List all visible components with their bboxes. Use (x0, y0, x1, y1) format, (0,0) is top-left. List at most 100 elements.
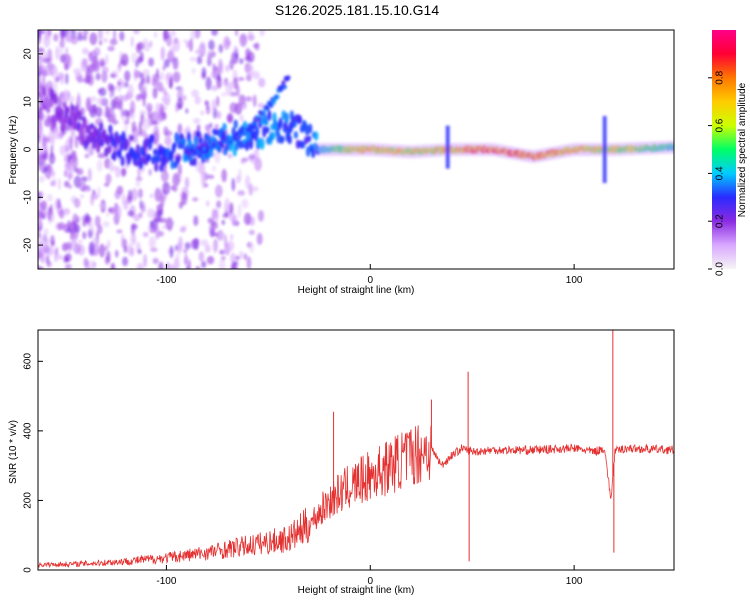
spectrogram-cell (53, 93, 58, 105)
spectrogram-cell (203, 183, 209, 188)
y-tick-label: 10 (23, 96, 34, 108)
spectrogram-cell (65, 47, 69, 54)
spectrogram-cell (170, 30, 176, 37)
spectrogram-cell (154, 187, 162, 202)
spectrogram-cell (247, 34, 255, 42)
spectrogram-cell (177, 123, 183, 135)
snr-panel: -100 0 100 0 200 400 600 Height of straight l… (8, 329, 675, 596)
spectrogram-cell (244, 139, 250, 152)
spectrogram-cell (130, 223, 136, 237)
spectrogram-cell (177, 163, 182, 177)
spectrogram-cell (193, 118, 200, 123)
spectrogram-cell (38, 47, 45, 53)
spectrogram-cell (179, 226, 186, 233)
spectrogram-cell (249, 216, 255, 227)
spectrogram-cell (60, 91, 67, 101)
spectrogram-cell (129, 100, 136, 114)
spectrogram-cell (40, 30, 47, 35)
spectrogram-cell (162, 65, 166, 71)
spectrogram-cell (46, 193, 53, 202)
spectrogram-cell (181, 192, 186, 201)
spectrogram-cell (89, 122, 95, 130)
spectrogram-cell (154, 162, 159, 172)
spectrogram-cell (193, 215, 199, 227)
spectrogram-cell (205, 76, 212, 91)
spectrogram-cell (127, 189, 133, 202)
spectrogram-cell (101, 66, 109, 74)
spectrogram-cell (265, 126, 270, 134)
spectrogram-cell (43, 57, 51, 64)
spectrogram-cell (105, 173, 112, 184)
spectrogram-cell (251, 120, 257, 126)
y-tick-label: 400 (23, 422, 34, 439)
spectrogram-cell (229, 59, 234, 71)
spectrogram-cell (237, 190, 246, 196)
spectrogram-cell (246, 215, 251, 225)
spectrogram-cell (205, 200, 210, 207)
spectrogram-cell (244, 55, 252, 62)
spectrogram-cell (198, 137, 204, 144)
spectrogram-cell (120, 79, 125, 89)
spectrogram-cell (41, 233, 48, 246)
spectrogram-cell (84, 213, 90, 222)
spectrogram-cell (57, 95, 62, 109)
spectrogram-cell (158, 103, 165, 117)
spectrogram-cell (231, 214, 238, 224)
y-tick-label: 200 (23, 492, 34, 509)
spectrogram-cell (156, 210, 162, 219)
spectrogram-cell (86, 97, 92, 110)
spectrogram-cell (221, 219, 226, 226)
spectrogram-cell (38, 248, 45, 254)
spectrogram-cell (219, 249, 225, 255)
spectrogram-cell (100, 139, 105, 147)
spectrogram-cell (153, 217, 162, 222)
spectrogram-cell (189, 56, 197, 62)
spectrogram-cell (105, 53, 109, 66)
spectrogram-cell (64, 139, 71, 154)
spectrogram-cell (133, 30, 140, 35)
spectrogram-cell (106, 250, 111, 263)
spectrogram-cell (185, 40, 191, 49)
x-tick-label: 100 (566, 275, 583, 286)
spectrogram-y-axis-label: Frequency (Hz) (8, 116, 19, 185)
spectrogram-cell (112, 113, 117, 126)
spectrogram-cell (246, 63, 254, 78)
spectrogram-cell (43, 167, 48, 172)
spectrogram-cell (38, 91, 42, 99)
spectrogram-cell (212, 63, 216, 73)
spectrogram-cell (257, 102, 265, 109)
spectrogram-cell (245, 48, 251, 59)
spectrogram-cell (306, 135, 312, 143)
spectrogram-cell (56, 131, 64, 140)
spectrogram-cell (64, 35, 73, 43)
spectrogram-cell (40, 200, 47, 211)
spectrogram-cell (83, 187, 92, 193)
spectrogram-cell (97, 30, 104, 41)
spectrogram-cell (138, 121, 143, 134)
spectrogram-cell (39, 65, 47, 73)
spectrogram-cell (135, 143, 141, 155)
spectrogram-cell (92, 60, 101, 73)
spectrogram-cell (38, 30, 42, 39)
spectrogram-cell (104, 30, 110, 36)
spectrogram-cell (142, 95, 146, 107)
spectrogram-cell (153, 148, 158, 156)
spectrogram-cell (115, 166, 121, 178)
spectrogram-cell (107, 144, 112, 154)
colorbar-label: Normalized spectral amplitude (737, 82, 748, 217)
spectrogram-cell (59, 107, 64, 120)
spectrogram-cell (59, 145, 67, 156)
spectrogram-cell (172, 142, 177, 149)
spectrogram-cell (152, 257, 159, 265)
spectrogram-cell (148, 168, 152, 176)
spectrogram-cell (49, 204, 54, 216)
spectrogram-cell (65, 257, 69, 263)
spectrogram-cell (140, 72, 145, 87)
spectrogram-cell (230, 252, 236, 264)
spectrogram-cell (59, 48, 64, 55)
spectrogram-cell (195, 130, 201, 138)
spectrogram-cell (134, 68, 139, 79)
spectrogram-cell (239, 251, 244, 259)
spectrogram-cell (139, 199, 143, 210)
